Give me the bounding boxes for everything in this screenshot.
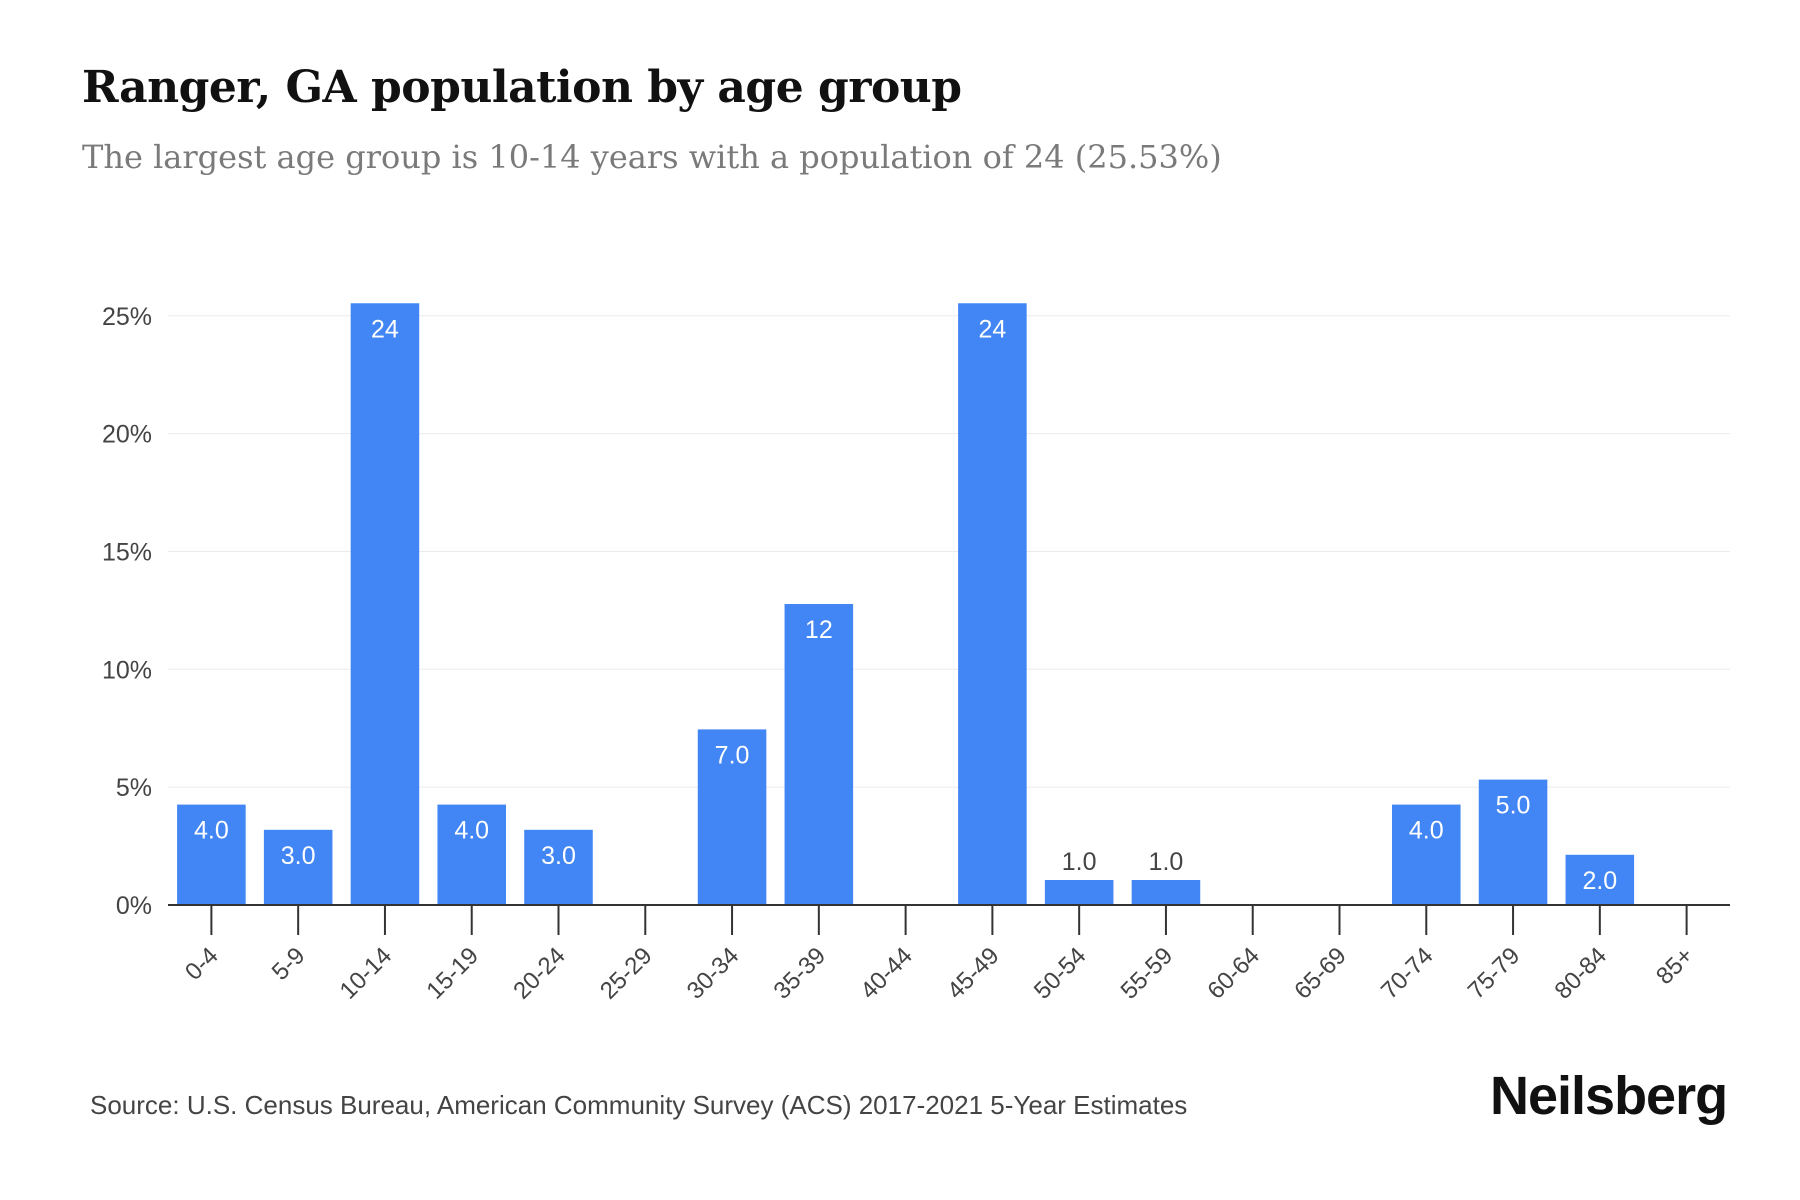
y-tick-label: 10% — [102, 656, 152, 684]
x-tick-label: 20-24 — [508, 942, 571, 1005]
data-labels: 4.0 3.0 24 4.0 3.0 7.0 12 24 1.0 1.0 4.0 5.0 2.0 — [194, 315, 1617, 895]
bar-75-79 — [1478, 779, 1548, 905]
data-label: 4.0 — [194, 817, 229, 845]
y-tick-label: 5% — [116, 774, 152, 802]
x-tick-label: 5-9 — [267, 942, 311, 986]
data-label: 24 — [371, 315, 399, 343]
data-label: 5.0 — [1496, 792, 1531, 820]
y-tick-label: 25% — [102, 303, 152, 331]
data-label: 7.0 — [715, 741, 750, 769]
bar-30-34 — [697, 729, 767, 905]
x-tick-label: 70-74 — [1376, 942, 1439, 1005]
bar-0-4 — [177, 804, 246, 905]
data-label: 12 — [805, 616, 833, 644]
data-label: 2.0 — [1582, 867, 1617, 895]
x-tick-label: 65-69 — [1289, 942, 1352, 1005]
x-tick-label: 25-29 — [595, 942, 658, 1005]
bar-80-84 — [1565, 854, 1635, 905]
x-tick-label: 35-39 — [769, 942, 832, 1005]
x-tick-label: 55-59 — [1116, 942, 1179, 1005]
data-label: 4.0 — [454, 817, 489, 845]
bar-20-24 — [524, 829, 593, 905]
data-label: 4.0 — [1409, 817, 1444, 845]
bar-10-14 — [350, 303, 420, 905]
x-tick-label: 60-64 — [1202, 942, 1265, 1005]
y-tick-label: 20% — [102, 421, 152, 449]
data-label: 3.0 — [541, 842, 576, 870]
x-tick-label: 50-54 — [1029, 942, 1092, 1005]
x-tick-label: 30-34 — [682, 942, 745, 1005]
x-tick-label: 0-4 — [180, 942, 224, 986]
bar-50-54 — [1044, 880, 1114, 905]
chart-subtitle: The largest age group is 10-14 years wit… — [82, 138, 1222, 176]
y-tick-label: 15% — [102, 538, 152, 566]
data-label: 3.0 — [281, 842, 316, 870]
x-tick-label: 75-79 — [1463, 942, 1526, 1005]
bar-15-19 — [437, 804, 506, 905]
x-tick-label: 15-19 — [421, 942, 484, 1005]
bar-55-59 — [1131, 880, 1201, 905]
bars — [177, 303, 1635, 905]
x-tick-label: 80-84 — [1550, 942, 1613, 1005]
source-note: Source: U.S. Census Bureau, American Com… — [90, 1090, 1188, 1120]
bar-35-39 — [784, 604, 854, 905]
x-tick-label: 45-49 — [942, 942, 1005, 1005]
bar-70-74 — [1392, 804, 1461, 905]
chart-title: Ranger, GA population by age group — [82, 62, 962, 113]
x-tick-label: 40-44 — [855, 942, 918, 1005]
brand-logo: Neilsberg — [1490, 1066, 1728, 1126]
data-label: 1.0 — [1149, 848, 1184, 876]
x-axis-ticks: 0-4 5-9 10-14 15-19 20-24 25-29 30-34 35-39 40-4… — [180, 905, 1699, 1005]
y-axis-ticks: 0% 5% 10% 15% 20% 25% — [102, 303, 152, 920]
y-tick-label: 0% — [116, 892, 152, 920]
x-tick-label: 85+ — [1651, 942, 1699, 990]
gridlines — [168, 315, 1730, 788]
bar-45-49 — [958, 303, 1027, 905]
x-tick-label: 10-14 — [335, 942, 398, 1005]
data-label: 1.0 — [1062, 848, 1097, 876]
data-label: 24 — [978, 315, 1006, 343]
bar-5-9 — [263, 829, 333, 905]
